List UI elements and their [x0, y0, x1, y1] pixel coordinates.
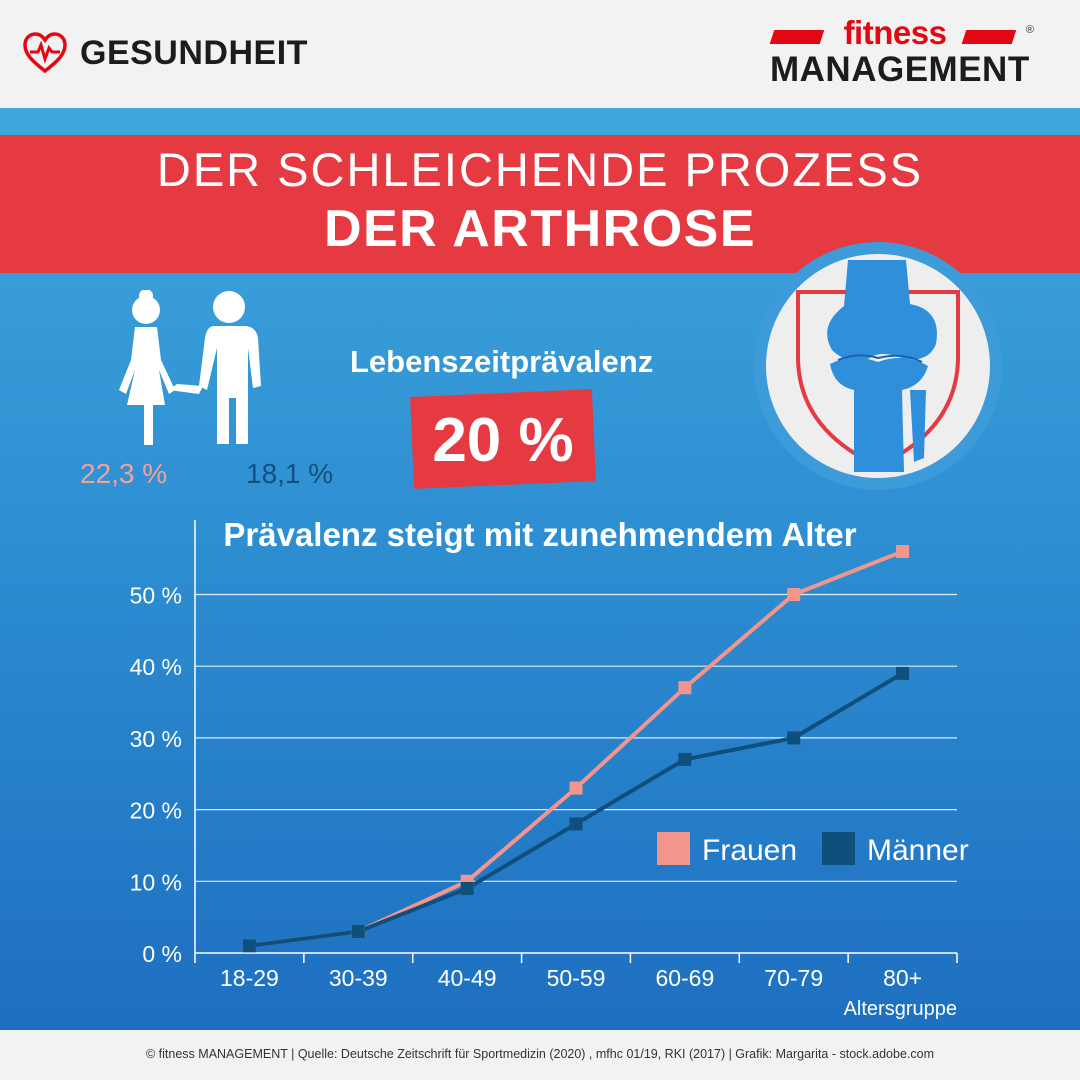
title-line-2: DER ARTHROSE [323, 200, 757, 258]
data-point-frauen [678, 681, 692, 695]
brand-top-text: fitness [843, 14, 947, 51]
heart-pulse-icon [23, 32, 67, 74]
y-tick-label: 20 % [130, 798, 182, 824]
legend-label: Männer [867, 834, 969, 867]
x-tick-label: 50-59 [547, 965, 606, 991]
brand-logo: fitness ® MANAGEMENT [769, 14, 1034, 92]
legend-swatch [657, 832, 690, 865]
x-tick-label: 18-29 [220, 965, 279, 991]
category: GESUNDHEIT [22, 30, 308, 76]
women-prevalence-value: 22,3 % [80, 458, 168, 489]
footer: © fitness MANAGEMENT | Quelle: Deutsche … [0, 1030, 1080, 1080]
series-line-frauen [249, 549, 904, 948]
brand-registered-mark: ® [1025, 24, 1034, 36]
y-tick-label: 50 % [130, 583, 182, 609]
x-tick-label: 80+ [883, 965, 922, 991]
knee-joint-icon [754, 242, 1002, 490]
title-line-1: DER SCHLEICHENDE PROZESS [156, 143, 924, 196]
data-point-maenner [678, 752, 692, 766]
data-point-frauen [787, 588, 801, 601]
y-tick-label: 0 % [142, 941, 182, 967]
y-tick-label: 40 % [130, 654, 182, 680]
lifetime-prevalence-value: 20 % [432, 406, 574, 475]
legend-swatch [822, 832, 855, 865]
lifetime-prevalence-label: Lebenszeitprävalenz [350, 344, 654, 379]
data-point-frauen [569, 781, 583, 795]
data-point-maenner [787, 731, 801, 745]
brand-bottom-text: MANAGEMENT [770, 50, 1030, 89]
data-point-maenner [351, 924, 365, 938]
category-label: GESUNDHEIT [80, 33, 308, 72]
x-tick-label: 70-79 [764, 965, 823, 991]
couple-icon [119, 290, 261, 445]
x-tick-label: 60-69 [655, 965, 714, 991]
data-point-maenner [460, 881, 474, 895]
data-point-frauen [896, 544, 910, 558]
y-tick-label: 30 % [130, 726, 182, 752]
x-axis-label: Altersgruppe [844, 998, 957, 1020]
y-tick-label: 10 % [130, 869, 182, 895]
footer-credits: © fitness MANAGEMENT | Quelle: Deutsche … [146, 1047, 934, 1061]
header: GESUNDHEIT fitness ® MANAGEMENT [0, 0, 1080, 108]
x-tick-label: 30-39 [329, 965, 388, 991]
data-point-maenner [569, 817, 583, 831]
data-point-maenner [242, 939, 256, 953]
legend-label: Frauen [702, 834, 797, 867]
men-prevalence-value: 18,1 % [246, 458, 334, 489]
data-point-maenner [896, 666, 910, 680]
chart-title: Prävalenz steigt mit zunehmendem Alter [223, 516, 857, 553]
x-tick-label: 40-49 [438, 965, 497, 991]
